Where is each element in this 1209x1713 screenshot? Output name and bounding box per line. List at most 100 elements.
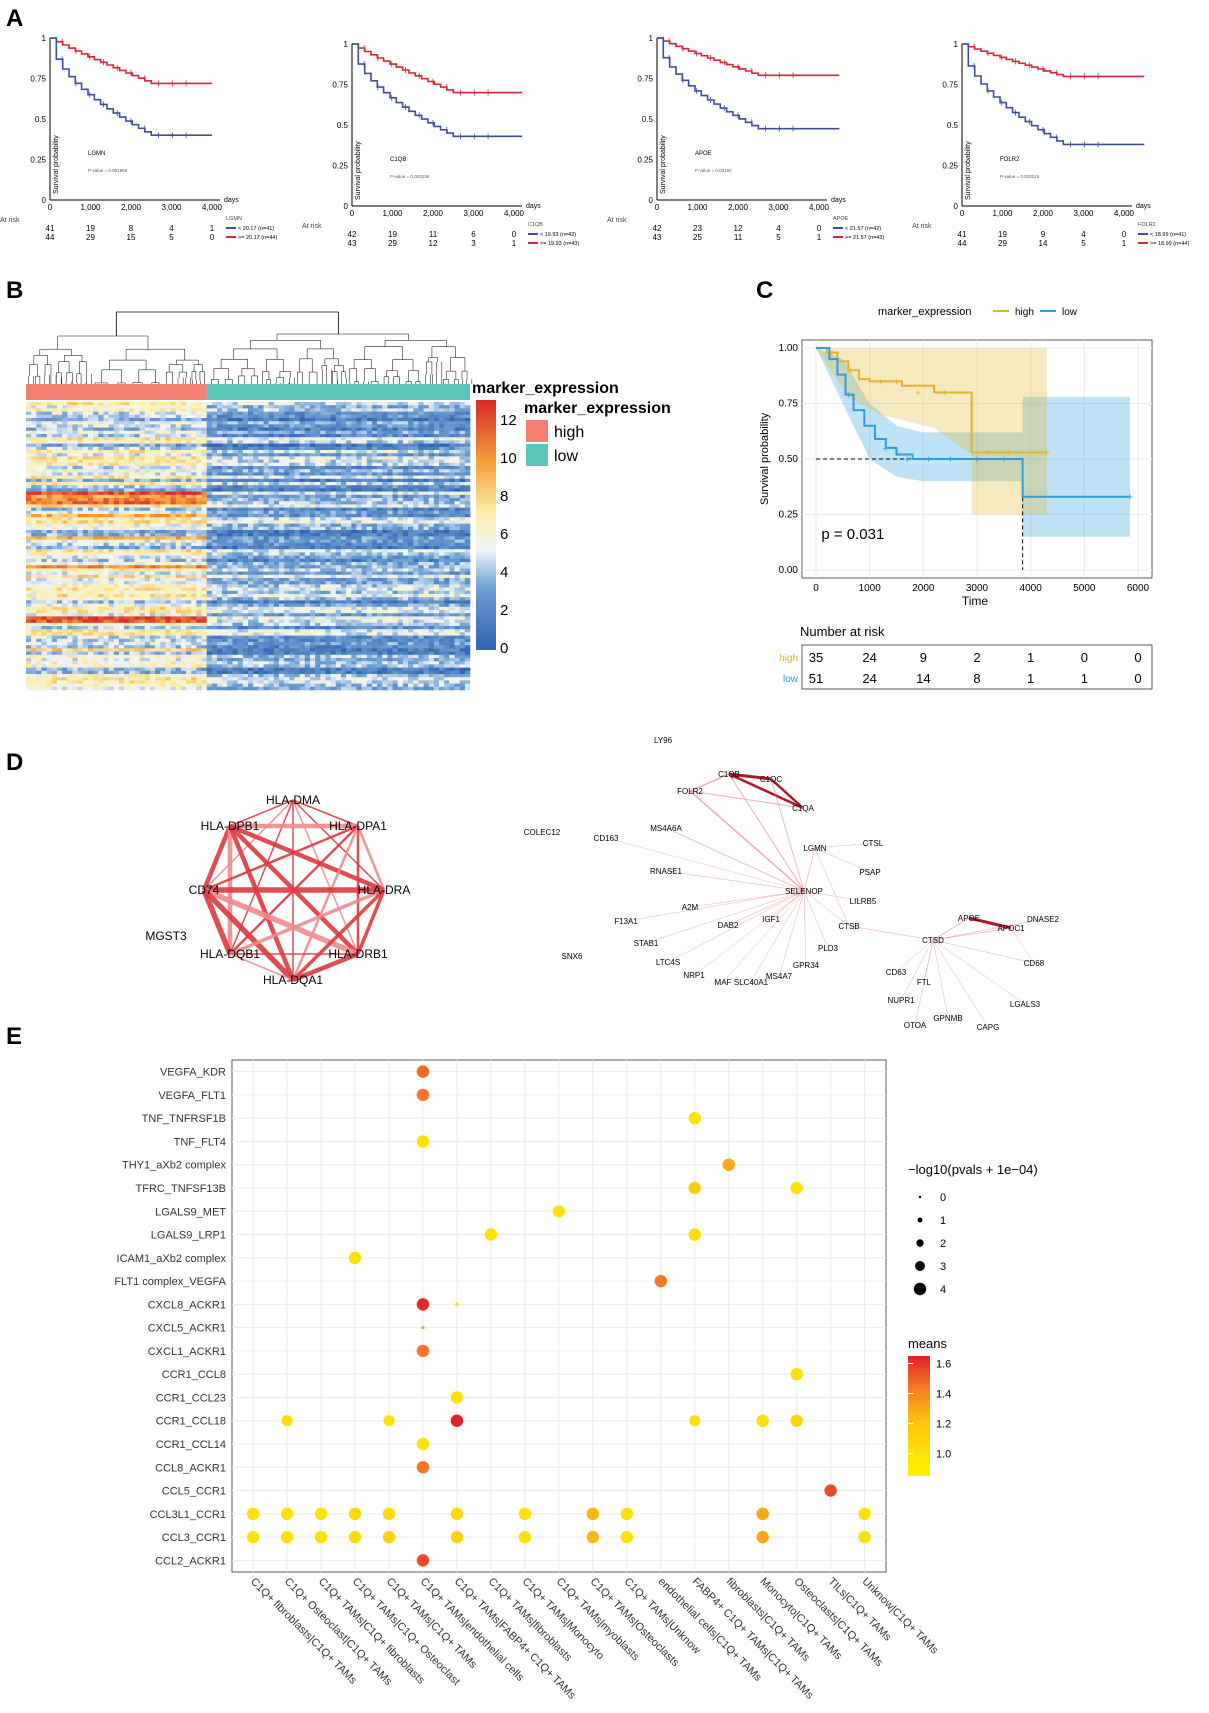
- dendro-branch: [364, 346, 403, 360]
- heatmap-cell: [134, 475, 140, 480]
- heatmap-cell: [227, 520, 233, 524]
- heatmap-cell: [444, 549, 450, 553]
- heatmap-cell: [134, 405, 140, 409]
- heatmap-cell: [464, 434, 471, 438]
- heatmap-cell: [248, 539, 254, 544]
- heatmap-cell: [26, 498, 32, 502]
- heatmap-cell: [211, 555, 218, 560]
- heatmap-cell: [346, 469, 352, 473]
- heatmap-cell: [454, 418, 460, 422]
- heatmap-cell: [222, 411, 228, 416]
- legend-title: C1QB: [528, 222, 543, 228]
- heatmap-cell: [41, 414, 47, 419]
- heatmap-cell: [191, 437, 197, 441]
- heatmap-cell: [129, 526, 135, 531]
- heatmap-cell: [77, 546, 84, 550]
- heatmap-cell: [371, 421, 378, 425]
- heatmap-cell: [165, 523, 171, 528]
- heatmap-cell: [361, 520, 368, 524]
- heatmap-cell: [273, 430, 280, 435]
- heatmap-cell: [377, 517, 383, 521]
- heatmap-cell: [309, 446, 316, 451]
- heatmap-cell: [26, 491, 32, 496]
- heatmap-cell: [289, 498, 295, 502]
- heatmap-cell: [309, 530, 316, 534]
- heatmap-cell: [227, 485, 233, 489]
- heatmap-cell: [242, 430, 249, 435]
- heatmap-cell: [454, 533, 460, 537]
- heatmap-cell: [201, 539, 207, 544]
- heatmap-cell: [356, 533, 362, 537]
- heatmap-cell: [371, 568, 378, 572]
- heatmap-cell: [356, 408, 362, 412]
- heatmap-cell: [103, 514, 109, 518]
- heatmap-cell: [346, 498, 352, 502]
- heatmap-cell: [382, 475, 388, 480]
- heatmap-cell: [129, 414, 135, 419]
- heatmap-cell: [340, 485, 347, 489]
- heatmap-cell: [237, 555, 244, 560]
- heatmap-cell: [397, 552, 404, 556]
- heatmap-cell: [108, 472, 115, 476]
- heatmap-cell: [82, 414, 89, 419]
- heatmap-cell: [124, 562, 130, 566]
- heatmap-cell: [464, 472, 471, 476]
- heatmap-cell: [454, 546, 460, 550]
- heatmap-cell: [237, 539, 244, 544]
- heatmap-cell: [315, 507, 321, 512]
- dendro-branch: [166, 371, 173, 386]
- heatmap-cell: [82, 514, 89, 518]
- heatmap-cell: [82, 408, 89, 412]
- heatmap-cell: [170, 434, 177, 438]
- heatmap-cell: [232, 440, 238, 444]
- heatmap-cell: [454, 434, 460, 438]
- heatmap-cell: [454, 405, 460, 409]
- heatmap-cell: [351, 408, 357, 412]
- heatmap-cell: [242, 421, 249, 425]
- heatmap-cell: [418, 558, 424, 563]
- heatmap-cell: [191, 533, 197, 537]
- heatmap-cell: [77, 523, 84, 528]
- heatmap-cell: [93, 546, 99, 550]
- heatmap-cell: [335, 558, 342, 563]
- heatmap-cell: [392, 542, 399, 547]
- heatmap-cell: [459, 558, 466, 563]
- heatmap-cell: [351, 501, 357, 505]
- heatmap-cell: [325, 424, 331, 428]
- heatmap-cell: [26, 427, 32, 432]
- heatmap-cell: [397, 427, 404, 432]
- heatmap-cell: [56, 405, 63, 409]
- heatmap-cell: [454, 469, 460, 473]
- heatmap-cell: [402, 510, 409, 515]
- heatmap-cell: [227, 443, 233, 448]
- heatmap-cell: [51, 437, 58, 441]
- heatmap-cell: [232, 475, 238, 480]
- heatmap-cell: [87, 456, 94, 460]
- heatmap-cell: [340, 507, 347, 512]
- heatmap-cell: [382, 414, 388, 419]
- dendro-branch: [211, 379, 219, 388]
- heatmap-cell: [186, 533, 192, 537]
- heatmap-cell: [299, 562, 306, 566]
- heatmap-cell: [346, 466, 352, 470]
- heatmap-cell: [340, 546, 347, 550]
- heatmap-cell: [211, 558, 218, 563]
- heatmap-cell: [124, 475, 130, 480]
- heatmap-cell: [77, 549, 84, 553]
- heatmap-cell: [299, 434, 306, 438]
- heatmap-cell: [258, 450, 264, 454]
- heatmap-cell: [454, 424, 460, 428]
- heatmap-cell: [408, 475, 414, 480]
- heatmap-cell: [284, 414, 290, 419]
- heatmap-cell: [335, 491, 342, 496]
- heatmap-cell: [346, 453, 352, 457]
- heatmap-cell: [299, 568, 306, 572]
- heatmap-cell: [51, 411, 58, 416]
- heatmap-cell: [284, 430, 290, 435]
- heatmap-cell: [211, 411, 218, 416]
- heatmap-cell: [315, 462, 321, 467]
- heatmap-cell: [413, 565, 419, 569]
- heatmap-cell: [330, 418, 337, 422]
- heatmap-cell: [232, 530, 238, 534]
- heatmap-cell: [248, 552, 254, 556]
